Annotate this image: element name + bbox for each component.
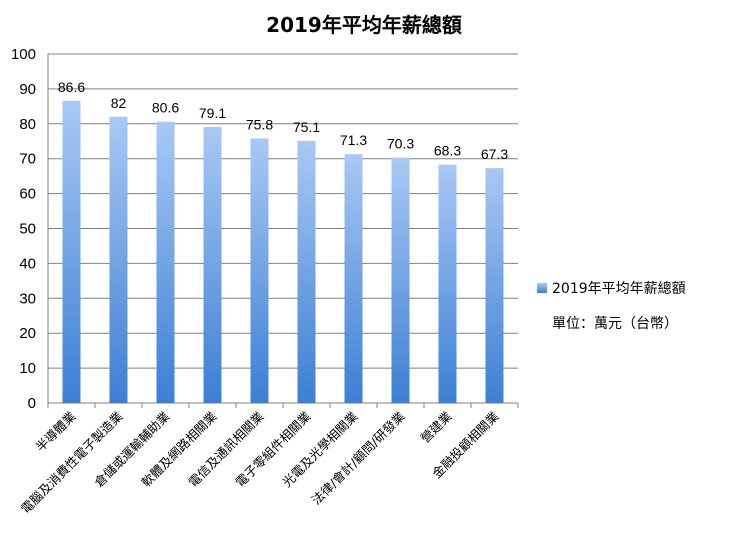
legend-label: 2019年平均年薪總額 [552,280,686,297]
data-label: 79.1 [199,105,226,121]
data-label: 82 [111,95,127,111]
y-tick-label: 90 [19,81,36,98]
y-tick-label: 0 [28,395,36,412]
y-tick-label: 100 [11,46,36,63]
data-labels: 86.6 82 80.6 79.1 75.8 75.1 71.3 70.3 68.3 67.3 [58,79,508,162]
bar [156,121,175,404]
category-label: 法律/會計/顧問/研發業 [309,408,408,507]
y-tick-label: 60 [19,186,36,203]
data-label: 70.3 [387,136,414,152]
bars [62,100,504,404]
y-tick-label: 10 [19,360,36,377]
chart-title: 2019年平均年薪總額 [266,13,462,37]
bar [62,100,81,404]
y-tick-label: 50 [19,221,36,238]
bar [250,138,269,403]
y-tick-label: 30 [19,290,36,307]
unit-note: 單位：萬元（台幣） [552,316,678,332]
bar [391,157,410,403]
bar [485,168,504,403]
y-tick-label: 40 [19,255,36,272]
data-label: 71.3 [340,132,367,148]
bar [438,164,457,403]
y-axis-ticks: 0 10 20 30 40 50 60 70 80 90 100 [11,46,36,412]
data-label: 67.3 [481,146,508,162]
category-label: 半導體業 [33,408,79,454]
data-label: 68.3 [434,143,461,159]
data-label: 75.1 [293,119,320,135]
legend: 2019年平均年薪總額 [537,280,686,297]
y-tick-label: 80 [19,116,36,133]
data-label: 80.6 [152,100,179,116]
bar [344,154,363,403]
data-label: 86.6 [58,79,85,95]
y-tick-label: 20 [19,325,36,342]
category-labels: 半導體業電腦及消費性電子製造業倉儲或運輸輔助業軟體及網路相關業電信及通訊相關業電… [18,408,502,516]
bar [109,116,128,403]
category-label: 營建業 [417,408,454,445]
bar [297,140,316,403]
bar [203,126,222,403]
y-tick-label: 70 [19,151,36,168]
legend-swatch [537,283,547,293]
data-label: 75.8 [246,116,273,132]
